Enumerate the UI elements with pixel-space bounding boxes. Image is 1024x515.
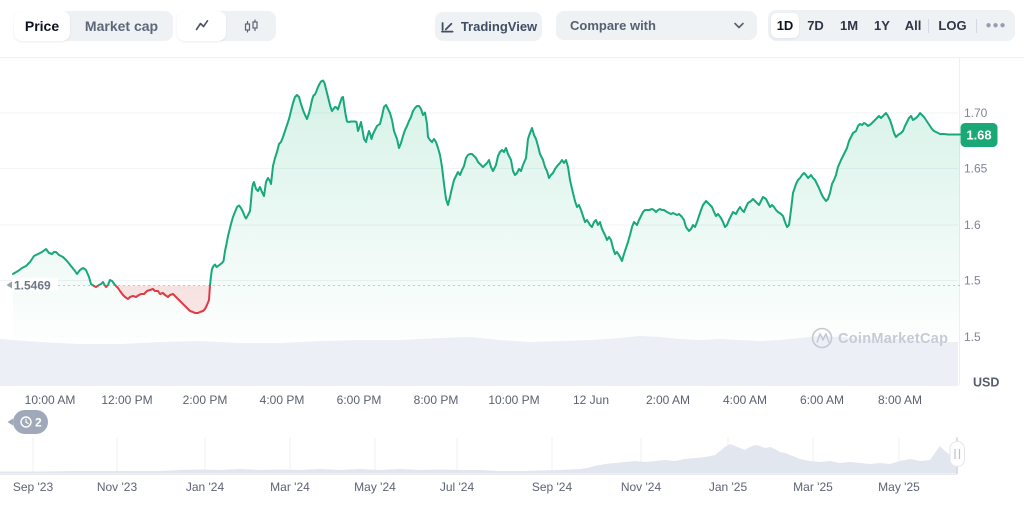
svg-text:Nov '24: Nov '24: [621, 480, 662, 494]
svg-text:Sep '24: Sep '24: [532, 480, 573, 494]
svg-text:Jan '24: Jan '24: [186, 480, 225, 494]
svg-text:1.70: 1.70: [964, 106, 988, 120]
svg-text:Mar '25: Mar '25: [793, 480, 833, 494]
svg-text:8:00 PM: 8:00 PM: [414, 393, 459, 407]
svg-text:Jul '24: Jul '24: [440, 480, 475, 494]
svg-text:Nov '23: Nov '23: [97, 480, 138, 494]
svg-text:Sep '23: Sep '23: [13, 480, 54, 494]
svg-text:8:00 AM: 8:00 AM: [878, 393, 922, 407]
svg-text:1.5469: 1.5469: [14, 279, 51, 293]
svg-text:1.65: 1.65: [964, 162, 988, 176]
svg-text:6:00 PM: 6:00 PM: [337, 393, 382, 407]
svg-text:1.5: 1.5: [964, 330, 981, 344]
svg-text:4:00 PM: 4:00 PM: [260, 393, 305, 407]
svg-text:10:00 PM: 10:00 PM: [488, 393, 539, 407]
svg-text:Jan '25: Jan '25: [709, 480, 748, 494]
svg-text:4:00 AM: 4:00 AM: [723, 393, 767, 407]
svg-text:May '24: May '24: [354, 480, 396, 494]
svg-text:May '25: May '25: [878, 480, 920, 494]
svg-text:2: 2: [35, 416, 42, 430]
svg-text:Mar '24: Mar '24: [270, 480, 310, 494]
svg-text:10:00 AM: 10:00 AM: [25, 393, 76, 407]
svg-text:6:00 AM: 6:00 AM: [800, 393, 844, 407]
svg-text:USD: USD: [973, 376, 999, 390]
svg-text:1.5: 1.5: [964, 274, 981, 288]
svg-text:12 Jun: 12 Jun: [573, 393, 609, 407]
svg-text:12:00 PM: 12:00 PM: [101, 393, 152, 407]
svg-text:1.6: 1.6: [964, 218, 981, 232]
svg-text:2:00 AM: 2:00 AM: [646, 393, 690, 407]
svg-text:2:00 PM: 2:00 PM: [183, 393, 228, 407]
svg-text:1.68: 1.68: [966, 128, 991, 143]
